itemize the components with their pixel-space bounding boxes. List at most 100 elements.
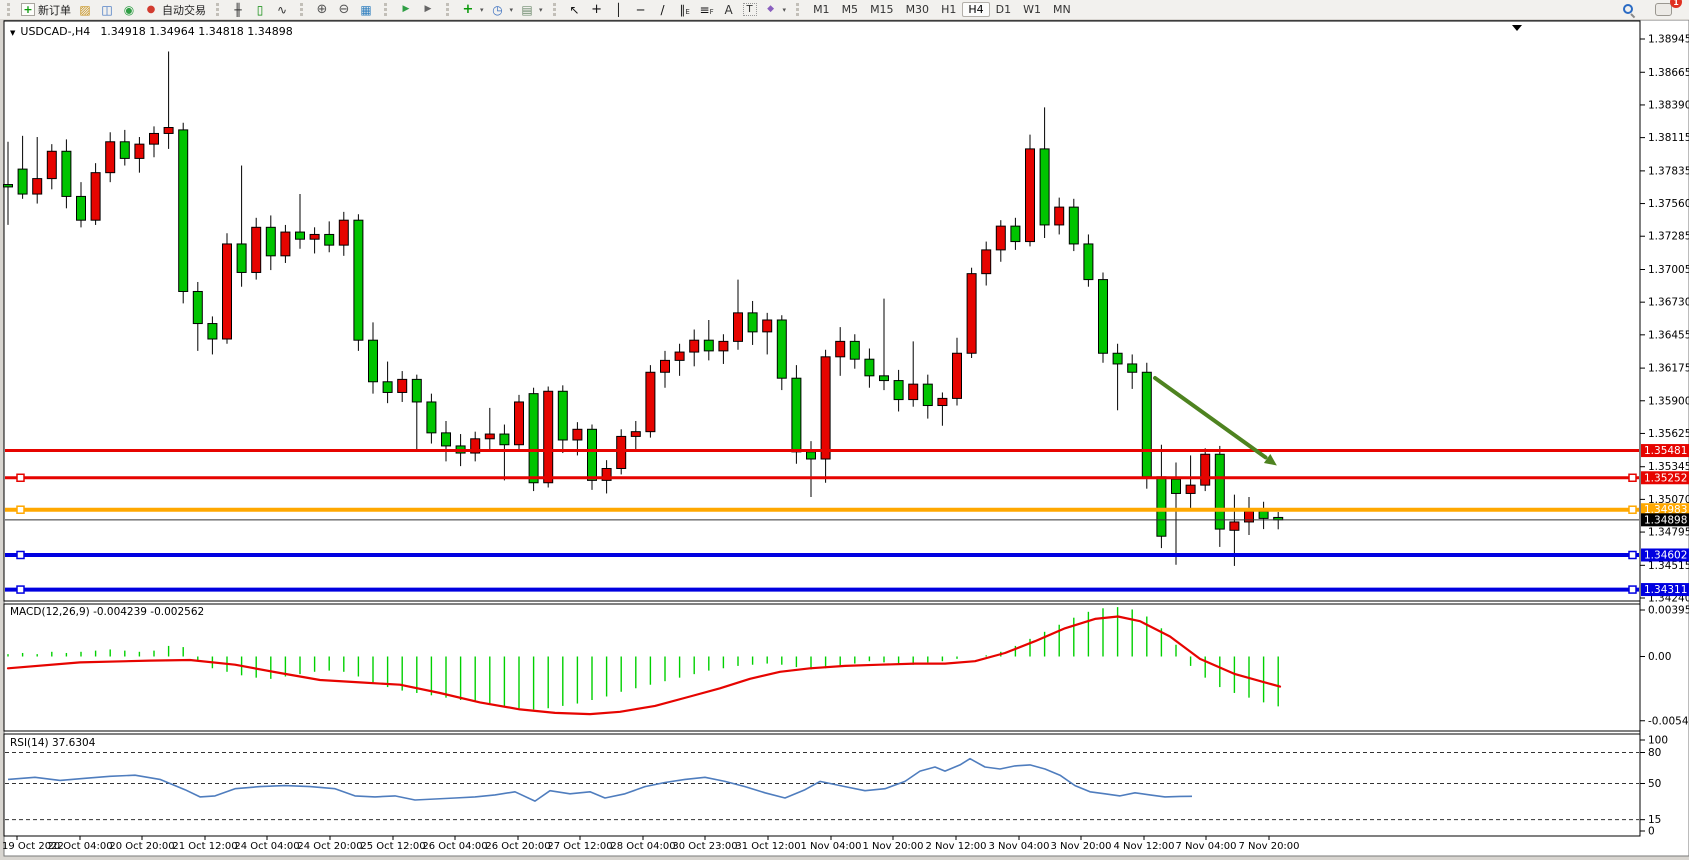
channel-button[interactable] bbox=[674, 1, 696, 18]
candle-body bbox=[1185, 484, 1196, 494]
candles-layer bbox=[3, 51, 1284, 566]
candlestick-chart-button[interactable] bbox=[249, 1, 271, 18]
price-tag-label: 1.35481 bbox=[1644, 445, 1687, 457]
trend-arrow[interactable] bbox=[1153, 376, 1268, 460]
time-tick-label: 26 Oct 04:00 bbox=[422, 841, 487, 852]
trend-arrow-head bbox=[1263, 454, 1277, 466]
timeframe-m5[interactable]: M5 bbox=[841, 3, 859, 16]
chevron-down-icon: ▾ bbox=[509, 5, 514, 14]
candle-body bbox=[163, 127, 174, 134]
profiles-button[interactable] bbox=[96, 1, 118, 18]
bar-chart-button[interactable] bbox=[227, 1, 249, 18]
candle-body bbox=[309, 233, 320, 240]
timeframe-w1[interactable]: W1 bbox=[1023, 3, 1041, 16]
price-tick-label: 1.38665 bbox=[1648, 67, 1689, 79]
main-panel[interactable] bbox=[3, 20, 1641, 602]
candle-body bbox=[616, 435, 627, 469]
price-tag bbox=[1641, 444, 1689, 458]
rsi-line bbox=[7, 757, 1193, 802]
candle-body bbox=[630, 431, 641, 437]
price-tag-label: 1.34311 bbox=[1644, 584, 1687, 596]
line-chart-button[interactable] bbox=[271, 1, 293, 18]
price-tick-label: 1.38390 bbox=[1648, 99, 1689, 111]
time-tick-label: 21 Oct 12:00 bbox=[172, 841, 237, 852]
candle-body bbox=[280, 231, 291, 257]
toolbar-grip bbox=[384, 3, 390, 16]
candle-body bbox=[441, 432, 451, 447]
candle-body bbox=[134, 143, 145, 159]
macd-signal-line bbox=[6, 615, 1282, 716]
chart-shift-button[interactable] bbox=[417, 1, 439, 18]
price-tag bbox=[1641, 583, 1689, 597]
zoom-in-button[interactable] bbox=[311, 1, 333, 18]
zoom-out-button[interactable] bbox=[333, 1, 355, 18]
search-button[interactable] bbox=[1619, 1, 1638, 18]
timeframe-d1[interactable]: D1 bbox=[995, 3, 1012, 16]
candle-body bbox=[1244, 510, 1254, 523]
candle-body bbox=[601, 467, 612, 481]
price-tick-label: 1.35900 bbox=[1648, 395, 1689, 407]
price-tick-label: 1.36175 bbox=[1648, 363, 1689, 375]
chart-title[interactable]: USDCAD-,H4 1.34918 1.34964 1.34818 1.348… bbox=[10, 25, 292, 38]
new-chart-button[interactable] bbox=[74, 1, 96, 18]
line-handle[interactable] bbox=[16, 505, 25, 514]
line-handle[interactable] bbox=[1628, 505, 1637, 514]
line-handle[interactable] bbox=[16, 550, 25, 560]
cursor-button[interactable] bbox=[564, 1, 586, 18]
text-button[interactable] bbox=[718, 1, 740, 18]
timeframe-m1[interactable]: M1 bbox=[813, 3, 830, 16]
line-handle[interactable] bbox=[1628, 473, 1637, 483]
line-handle[interactable] bbox=[1628, 550, 1637, 560]
auto-scroll-button[interactable] bbox=[395, 1, 417, 18]
trendline-button[interactable] bbox=[652, 1, 674, 18]
channel-icon bbox=[677, 3, 693, 17]
candle-body bbox=[1141, 371, 1152, 478]
macd-axis-label: 0.003954 bbox=[1648, 605, 1689, 617]
timeframe-mn[interactable]: MN bbox=[1052, 3, 1071, 16]
line-handle[interactable] bbox=[1628, 585, 1637, 594]
profiles-icon bbox=[99, 3, 115, 17]
vertical-line-button[interactable] bbox=[608, 1, 630, 18]
toolbar-button-label: 自动交易 bbox=[162, 3, 206, 17]
autotrading-button[interactable]: 自动交易 bbox=[140, 1, 209, 18]
tile-windows-button[interactable] bbox=[355, 1, 377, 18]
new-order-button[interactable]: 新订单 bbox=[18, 1, 74, 18]
candle-body bbox=[236, 243, 247, 273]
indicators-button[interactable]: ▾ bbox=[457, 1, 487, 18]
templates-button[interactable]: ▾ bbox=[516, 1, 546, 18]
candle-body bbox=[1054, 206, 1065, 226]
candle-body bbox=[806, 451, 816, 460]
price-tick-label: 1.37835 bbox=[1648, 165, 1689, 177]
candle-body bbox=[1229, 521, 1240, 531]
timeframe-h4[interactable]: H4 bbox=[962, 2, 990, 17]
timeframe-h1[interactable]: H1 bbox=[941, 3, 957, 16]
horizontal-line-button[interactable] bbox=[630, 1, 652, 18]
notification-bubble-button[interactable]: 1 bbox=[1652, 0, 1682, 18]
signals-button[interactable] bbox=[118, 1, 140, 18]
fibonacci-icon bbox=[699, 3, 715, 17]
arrows-button[interactable]: ▾ bbox=[760, 1, 790, 18]
timeframe-m15[interactable]: M15 bbox=[870, 3, 894, 16]
periods-button[interactable]: ▾ bbox=[487, 1, 517, 18]
collapse-icon[interactable] bbox=[10, 25, 20, 38]
horizontal-line-icon bbox=[633, 3, 649, 17]
crosshair-button[interactable] bbox=[586, 1, 608, 18]
macd-indicator-label: MACD(12,26,9) -0.004239 -0.002562 bbox=[10, 606, 204, 618]
text-label-button[interactable] bbox=[740, 1, 760, 18]
candle-body bbox=[995, 225, 1006, 251]
candle-body bbox=[382, 381, 393, 393]
rsi-indicator-label: RSI(14) 37.6304 bbox=[10, 737, 96, 749]
line-handle[interactable] bbox=[16, 585, 25, 594]
crosshair-icon bbox=[589, 3, 605, 17]
candle-body bbox=[46, 150, 57, 180]
candle-body bbox=[1112, 352, 1123, 365]
line-handle[interactable] bbox=[16, 473, 25, 483]
rsi-panel[interactable] bbox=[3, 733, 1641, 837]
time-tick-label: 3 Nov 20:00 bbox=[1050, 841, 1111, 852]
price-tick-label: 1.37005 bbox=[1648, 264, 1689, 276]
fibonacci-button[interactable] bbox=[696, 1, 718, 18]
timeframe-m30[interactable]: M30 bbox=[905, 3, 930, 16]
candle-body bbox=[660, 359, 670, 373]
